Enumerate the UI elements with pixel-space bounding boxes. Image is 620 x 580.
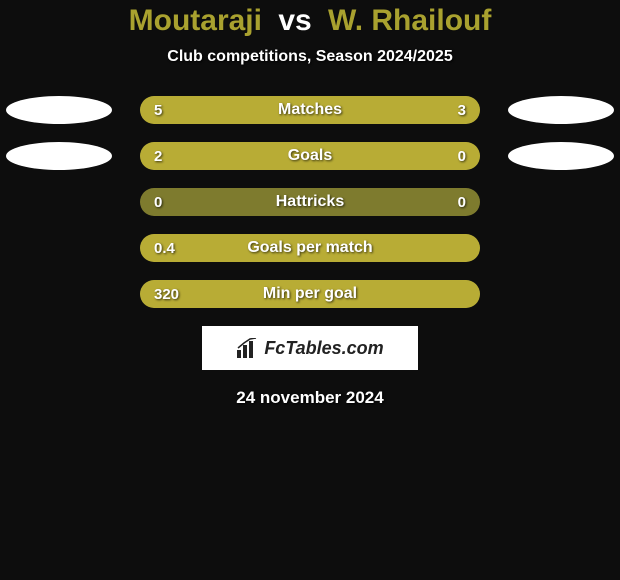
stat-row: Matches5 3 <box>0 96 620 124</box>
title-player1: Moutaraji <box>129 4 262 37</box>
player2-ellipse-icon <box>508 188 614 216</box>
logo-text: FcTables.com <box>264 338 383 359</box>
stat-bar: Matches5 3 <box>140 96 480 124</box>
stat-value-right: 3 <box>458 96 466 124</box>
stat-row: Goals2 0 <box>0 142 620 170</box>
stat-rows: Matches53Goals20Hattricks00Goals per mat… <box>0 96 620 308</box>
stat-bar: Goals2 0 <box>140 142 480 170</box>
stat-label: Min per goal <box>140 280 480 308</box>
stat-label: Goals <box>140 142 480 170</box>
player2-ellipse-icon <box>508 234 614 262</box>
stat-bar: Hattricks0 0 <box>140 188 480 216</box>
stat-label: Goals per match <box>140 234 480 262</box>
title-vs: vs <box>278 4 311 37</box>
bar-chart-icon <box>236 338 258 358</box>
stat-value-left: 320 <box>154 280 179 308</box>
player1-ellipse-icon <box>6 96 112 124</box>
stat-label: Hattricks <box>140 188 480 216</box>
date-label: 24 november 2024 <box>0 388 620 408</box>
fctables-logo: FcTables.com <box>202 326 418 370</box>
title-player2: W. Rhailouf <box>328 4 491 37</box>
stat-row: Hattricks0 0 <box>0 188 620 216</box>
player1-ellipse-icon <box>6 188 112 216</box>
stat-value-left: 5 <box>154 96 162 124</box>
comparison-infographic: Moutaraji vs W. Rhailouf Club competitio… <box>0 0 620 408</box>
stat-value-left: 0 <box>154 188 162 216</box>
stat-row: Goals per match0.4 <box>0 234 620 262</box>
stat-label: Matches <box>140 96 480 124</box>
stat-row: Min per goal320 <box>0 280 620 308</box>
player1-ellipse-icon <box>6 234 112 262</box>
player2-ellipse-icon <box>508 280 614 308</box>
stat-value-left: 0.4 <box>154 234 175 262</box>
stat-bar: Min per goal320 <box>140 280 480 308</box>
player2-ellipse-icon <box>508 142 614 170</box>
subtitle: Club competitions, Season 2024/2025 <box>0 48 620 66</box>
stat-bar: Goals per match0.4 <box>140 234 480 262</box>
player1-ellipse-icon <box>6 280 112 308</box>
stat-value-right: 0 <box>458 142 466 170</box>
stat-value-right: 0 <box>458 188 466 216</box>
stat-value-left: 2 <box>154 142 162 170</box>
player2-ellipse-icon <box>508 96 614 124</box>
player1-ellipse-icon <box>6 142 112 170</box>
page-title: Moutaraji vs W. Rhailouf <box>0 4 620 38</box>
